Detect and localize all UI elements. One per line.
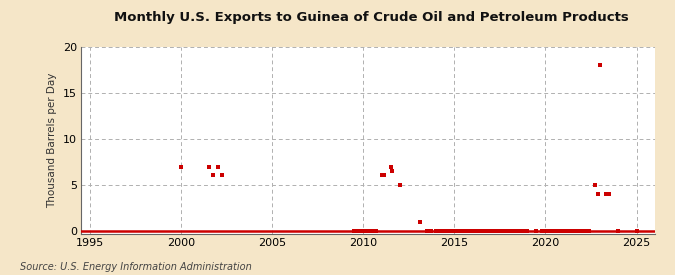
Point (613, 229, 624, 233)
Point (431, 229, 441, 233)
Point (522, 229, 533, 233)
Point (471, 229, 482, 233)
Point (460, 229, 470, 233)
Point (377, 173, 388, 177)
Point (547, 229, 558, 233)
Point (504, 229, 514, 233)
Point (604, 192, 615, 196)
Point (385, 165, 396, 170)
Point (422, 229, 433, 233)
Text: Source: U.S. Energy Information Administration: Source: U.S. Energy Information Administ… (20, 262, 252, 272)
Point (453, 229, 464, 233)
Point (593, 192, 603, 196)
Text: Monthly U.S. Exports to Guinea of Crude Oil and Petroleum Products: Monthly U.S. Exports to Guinea of Crude … (114, 11, 628, 24)
Point (543, 229, 554, 233)
Point (367, 229, 378, 233)
Point (555, 229, 566, 233)
Point (449, 229, 460, 233)
Point (371, 229, 381, 233)
Point (203, 164, 214, 169)
Point (566, 229, 576, 233)
Y-axis label: Thousand Barrels per Day: Thousand Barrels per Day (47, 73, 57, 208)
Point (212, 165, 223, 170)
Point (569, 229, 580, 233)
Point (589, 183, 600, 187)
Point (631, 229, 642, 233)
Point (600, 192, 611, 196)
Point (394, 183, 405, 187)
Point (531, 229, 542, 233)
Point (464, 229, 475, 233)
Point (580, 229, 591, 233)
Point (475, 229, 485, 233)
Point (514, 229, 525, 233)
Point (576, 229, 587, 233)
Point (376, 173, 387, 177)
Point (518, 229, 529, 233)
Point (208, 173, 219, 177)
Point (217, 173, 227, 177)
Point (360, 229, 371, 233)
Point (537, 229, 547, 233)
Point (478, 229, 489, 233)
Point (489, 229, 500, 233)
Point (595, 63, 605, 67)
Point (352, 229, 363, 233)
Point (500, 229, 511, 233)
Point (573, 229, 584, 233)
Point (482, 229, 493, 233)
Point (438, 229, 449, 233)
Point (558, 229, 569, 233)
Point (176, 164, 186, 169)
Point (414, 219, 425, 224)
Point (349, 229, 360, 233)
Point (485, 229, 496, 233)
Point (446, 229, 456, 233)
Point (467, 229, 478, 233)
Point (356, 229, 367, 233)
Point (387, 169, 398, 173)
Point (511, 229, 522, 233)
Point (540, 229, 551, 233)
Point (441, 229, 452, 233)
Point (425, 229, 436, 233)
Point (562, 229, 572, 233)
Point (508, 229, 518, 233)
Point (379, 173, 390, 177)
Point (496, 229, 507, 233)
Point (363, 229, 374, 233)
Point (456, 229, 467, 233)
Point (493, 229, 504, 233)
Point (551, 229, 562, 233)
Point (584, 229, 595, 233)
Point (435, 229, 446, 233)
